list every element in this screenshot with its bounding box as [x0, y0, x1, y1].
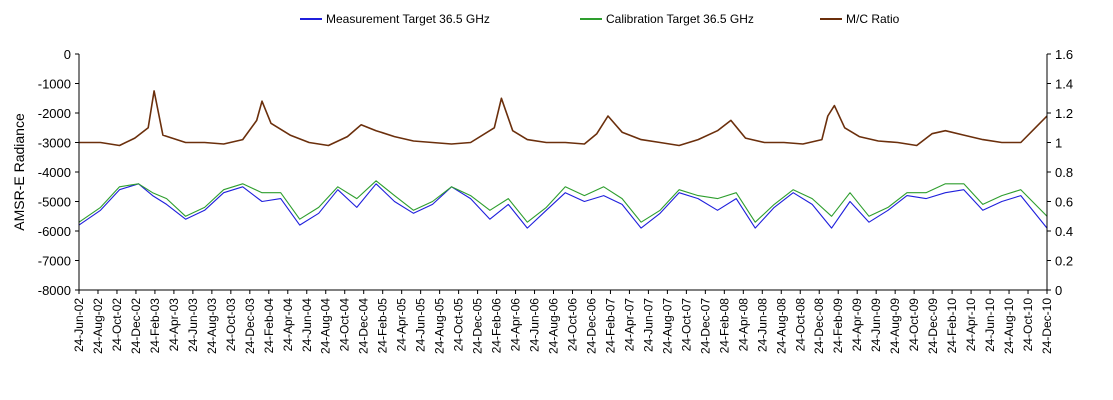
x-tick-label: 24-Oct-08	[793, 298, 807, 352]
x-tick-label: 24-Jun-03	[186, 298, 200, 352]
x-tick-label: 24-Feb-04	[262, 298, 276, 354]
y-tick-label: -6000	[38, 224, 71, 239]
x-tick-label: 24-Oct-04	[338, 298, 352, 352]
y2-tick-label: 1.6	[1055, 47, 1073, 62]
x-tick-label: 24-Apr-10	[964, 298, 978, 352]
legend-label: Calibration Target 36.5 GHz	[606, 12, 754, 26]
y2-tick-label: 1	[1055, 136, 1062, 151]
y-tick-label: -2000	[38, 106, 71, 121]
x-tick-label: 24-Jun-02	[72, 298, 86, 352]
x-tick-label: 24-Feb-03	[148, 298, 162, 354]
x-tick-label: 24-Apr-03	[167, 298, 181, 352]
series-line-3	[79, 90, 1048, 147]
x-tick-label: 24-Aug-02	[91, 298, 105, 354]
x-tick-label: 24-Dec-10	[1040, 298, 1054, 354]
x-tick-label: 24-Dec-07	[698, 298, 712, 354]
x-tick-label: 24-Apr-04	[281, 298, 295, 352]
x-tick-label: 24-Oct-05	[452, 298, 466, 352]
x-tick-label: 24-Oct-03	[224, 298, 238, 352]
x-tick-label: 24-Oct-09	[907, 298, 921, 352]
x-tick-label: 24-Dec-06	[584, 298, 598, 354]
x-tick-label: 24-Feb-10	[945, 298, 959, 354]
x-tick-label: 24-Feb-07	[603, 298, 617, 354]
y-tick-label: 0	[64, 47, 71, 62]
plot-area	[78, 90, 1048, 229]
y2-tick-label: 0.6	[1055, 195, 1073, 210]
x-tick-label: 24-Dec-03	[243, 298, 257, 354]
x-tick-label: 24-Aug-03	[205, 298, 219, 354]
y2-tick-label: 0.4	[1055, 224, 1073, 239]
x-tick-label: 24-Jun-10	[983, 298, 997, 352]
y2-tick-label: 1.4	[1055, 77, 1073, 92]
x-tick-label: 24-Aug-07	[660, 298, 674, 354]
x-tick-label: 24-Jun-08	[755, 298, 769, 352]
x-tick-label: 24-Dec-04	[357, 298, 371, 354]
y-tick-label: -5000	[38, 195, 71, 210]
x-tick-label: 24-Feb-05	[376, 298, 390, 354]
x-tick-label: 24-Aug-05	[433, 298, 447, 354]
x-tick-label: 24-Aug-10	[1002, 298, 1016, 354]
legend-label: Measurement Target 36.5 GHz	[326, 12, 490, 26]
y-tick-label: -4000	[38, 165, 71, 180]
y2-tick-label: 0.2	[1055, 254, 1073, 269]
y2-tick-label: 1.2	[1055, 106, 1073, 121]
x-tick-label: 24-Jun-06	[528, 298, 542, 352]
x-tick-label: 24-Aug-04	[319, 298, 333, 354]
series-line-1	[78, 183, 1048, 229]
x-tick-label: 24-Dec-09	[926, 298, 940, 354]
x-tick-label: 24-Jun-04	[300, 298, 314, 352]
x-tick-label: 24-Oct-02	[110, 298, 124, 352]
x-tick-label: 24-Apr-08	[736, 298, 750, 352]
y-tick-label: -1000	[38, 77, 71, 92]
x-tick-label: 24-Apr-05	[395, 298, 409, 352]
y-tick-label: -8000	[38, 283, 71, 298]
x-tick-label: 24-Aug-09	[888, 298, 902, 354]
x-tick-label: 24-Feb-06	[490, 298, 504, 354]
axes: 0 -1000 -2000 -3000 -4000 -5000 -6000 -7000 -800…	[38, 47, 1073, 354]
x-tick-label: 24-Aug-08	[774, 298, 788, 354]
x-tick-label: 24-Dec-02	[129, 298, 143, 354]
x-tick-label: 24-Oct-07	[679, 298, 693, 352]
legend: Measurement Target 36.5 GHz Calibration T…	[300, 12, 900, 26]
x-tick-label: 24-Jun-05	[414, 298, 428, 352]
x-tick-label: 24-Dec-08	[812, 298, 826, 354]
x-tick-label: 24-Oct-06	[565, 298, 579, 352]
y2-tick-label: 0.8	[1055, 165, 1073, 180]
series-line-2	[78, 180, 1048, 223]
x-tick-label: 24-Apr-09	[850, 298, 864, 352]
x-tick-label: 24-Feb-09	[831, 298, 845, 354]
y-tick-label: -3000	[38, 136, 71, 151]
x-tick-label: 24-Apr-07	[622, 298, 636, 352]
y-axis-title: AMSR-E Radiance	[11, 113, 27, 231]
x-tick-label: 24-Apr-06	[509, 298, 523, 352]
y2-tick-label: 0	[1055, 283, 1062, 298]
y-tick-label: -7000	[38, 254, 71, 269]
x-tick-label: 24-Dec-05	[471, 298, 485, 354]
x-tick-label: 24-Oct-10	[1021, 298, 1035, 352]
legend-label: M/C Ratio	[846, 12, 900, 26]
x-tick-label: 24-Jun-07	[641, 298, 655, 352]
x-tick-label: 24-Feb-08	[717, 298, 731, 354]
x-tick-label: 24-Aug-06	[547, 298, 561, 354]
x-tick-label: 24-Jun-09	[869, 298, 883, 352]
